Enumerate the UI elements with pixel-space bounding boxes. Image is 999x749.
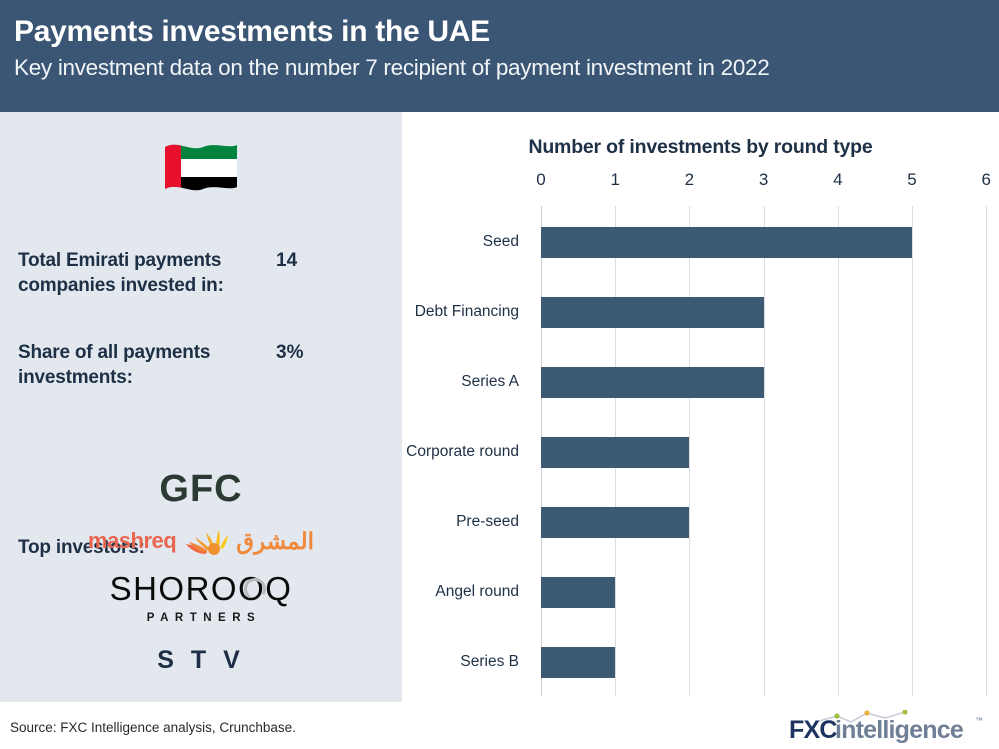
bar-category-label: Pre-seed bbox=[456, 513, 519, 530]
chart-bar[interactable] bbox=[541, 576, 616, 608]
stat-total-companies: Total Emirati payments companies investe… bbox=[18, 248, 388, 298]
summary-panel: Total Emirati payments companies investe… bbox=[0, 112, 402, 702]
chart-bar[interactable] bbox=[541, 646, 616, 678]
chart-gridline bbox=[986, 206, 988, 696]
shorooq-subtitle: PARTNERS bbox=[146, 612, 262, 624]
bar-category-label: Seed bbox=[482, 233, 519, 250]
chart-bar-row: Corporate round bbox=[402, 436, 999, 468]
stat-label: Total Emirati payments companies investe… bbox=[18, 250, 224, 296]
chart-gridline bbox=[837, 206, 839, 696]
header-banner: Payments investments in the UAE Key inve… bbox=[0, 0, 999, 112]
chart-gridline bbox=[912, 206, 913, 696]
chart-bar[interactable] bbox=[541, 296, 764, 328]
investor-logo-list: GFC mashreq المشرق bbox=[0, 462, 402, 675]
x-axis-tick-label: 5 bbox=[907, 170, 917, 189]
chart-plot-area: 0 1 2 3 4 5 6 Seed Debt Financing Series A Corpora… bbox=[402, 112, 999, 702]
chart-gridline bbox=[689, 206, 691, 696]
chart-bar-row: Seed bbox=[402, 226, 999, 258]
uae-flag-icon bbox=[161, 140, 241, 196]
source-note: Source: FXC Intelligence analysis, Crunc… bbox=[10, 720, 296, 735]
stat-share-of-investments: Share of all payments investments: 3% bbox=[18, 340, 388, 390]
bar-category-label: Series B bbox=[460, 653, 519, 670]
top-investors-label: Top investors: bbox=[18, 537, 145, 558]
investor-logo-shorooq: SHOROOQ PARTNERS bbox=[0, 570, 402, 627]
page-title: Payments investments in the UAE bbox=[14, 15, 490, 48]
x-axis-tick-label: 4 bbox=[833, 170, 843, 189]
bar-chart: Number of investments by round type 0 1 2 3… bbox=[402, 112, 999, 702]
chart-bar[interactable] bbox=[541, 366, 764, 398]
investor-logo-stv: S T V bbox=[157, 646, 245, 674]
svg-text:intelligence: intelligence bbox=[835, 716, 964, 744]
chart-bar-row: Angel round bbox=[402, 576, 999, 608]
stat-value: 3% bbox=[276, 342, 304, 363]
chart-bar-row: Pre-seed bbox=[402, 506, 999, 538]
fxcintelligence-logo: FXC intelligence ™ bbox=[789, 710, 983, 744]
x-axis-tick-label: 2 bbox=[684, 170, 695, 189]
investor-logo-mashreq: mashreq المشرق bbox=[0, 524, 402, 558]
chart-bar[interactable] bbox=[541, 226, 912, 258]
svg-text:FXC: FXC bbox=[789, 716, 837, 744]
chart-gridline bbox=[763, 206, 765, 696]
x-axis-tick-label: 6 bbox=[981, 170, 991, 189]
bar-category-label: Corporate round bbox=[406, 443, 519, 460]
investor-logo-gfc: GFC bbox=[159, 468, 243, 510]
footer: Source: FXC Intelligence analysis, Crunc… bbox=[0, 702, 999, 749]
chart-bar-row: Series A bbox=[402, 366, 999, 398]
x-axis-tick-label: 3 bbox=[758, 170, 769, 189]
mashreq-wordmark: mashreq bbox=[88, 528, 177, 553]
chart-bar[interactable] bbox=[541, 506, 690, 538]
chart-bar[interactable] bbox=[541, 436, 690, 468]
bar-category-label: Angel round bbox=[435, 583, 519, 600]
mashreq-arabic-wordmark: المشرق bbox=[236, 528, 314, 554]
shorooq-wordmark-wrap: SHOROOQ bbox=[110, 570, 293, 608]
bar-category-label: Debt Financing bbox=[414, 303, 519, 320]
shorooq-wordmark: SHOROOQ bbox=[109, 570, 293, 607]
bar-category-label: Series A bbox=[461, 373, 519, 390]
stat-label: Share of all payments investments: bbox=[18, 342, 211, 388]
x-axis-tick-label: 0 bbox=[536, 170, 546, 189]
chart-title: Number of investments by round type bbox=[528, 136, 873, 158]
mashreq-sunburst-icon bbox=[186, 530, 229, 555]
page-subtitle: Key investment data on the number 7 reci… bbox=[14, 55, 770, 80]
svg-text:™: ™ bbox=[975, 716, 983, 725]
x-axis-tick-label: 1 bbox=[610, 170, 620, 189]
chart-bar-row: Debt Financing bbox=[402, 296, 999, 328]
chart-bar-row: Series B bbox=[402, 646, 999, 678]
stat-value: 14 bbox=[276, 250, 298, 271]
